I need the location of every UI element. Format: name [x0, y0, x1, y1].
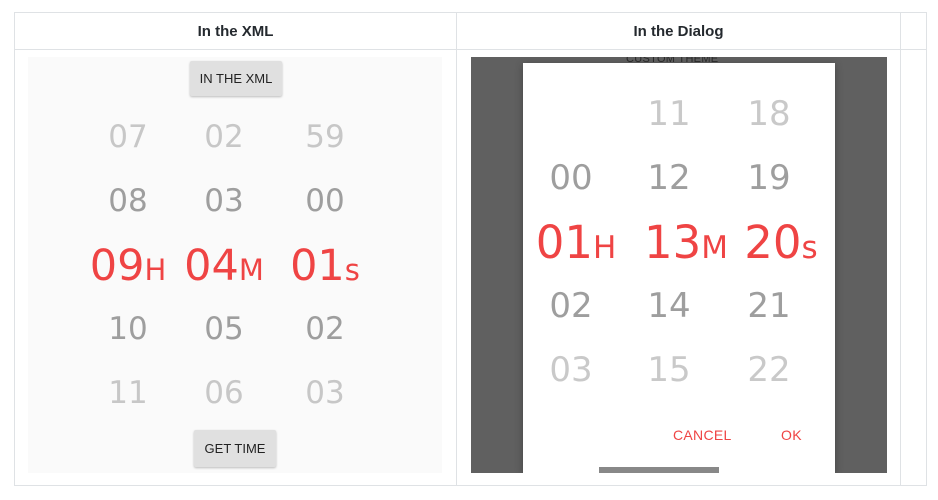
minutes-wheel[interactable]: 02 03 04M 05 06: [179, 109, 269, 429]
dialog-second-unit: s: [801, 230, 818, 266]
ok-button[interactable]: OK: [781, 427, 802, 443]
dialog-second-value[interactable]: 21: [747, 286, 791, 326]
time-picker-dialog: 00 01H 02 03 11 12 13M 14 15 18 19 20s 2…: [523, 63, 835, 473]
hours-wheel[interactable]: 07 08 09H 10 11: [83, 109, 173, 429]
dialog-hour-value[interactable]: 03: [549, 350, 593, 390]
dialog-selected-second-value: 20: [744, 216, 802, 269]
dialog-minute-value[interactable]: 11: [647, 94, 691, 134]
dialog-hour-value[interactable]: 00: [549, 158, 593, 198]
dialog-selected-minute-value: 13: [643, 216, 702, 269]
selected-hour: 09H: [83, 241, 173, 295]
dialog-selected-hour-value: 01: [535, 216, 593, 269]
in-the-xml-button[interactable]: IN THE XML: [190, 61, 282, 96]
cancel-button[interactable]: CANCEL: [673, 427, 732, 443]
dialog-second-value[interactable]: 19: [747, 158, 791, 198]
dialog-hour-value[interactable]: 02: [549, 286, 593, 326]
dialog-minute-value[interactable]: 12: [647, 158, 691, 198]
hour-value: 08: [108, 183, 148, 219]
dialog-selected-hour[interactable]: 01H: [521, 217, 631, 274]
second-value: 03: [305, 375, 345, 411]
selected-minute-value: 04: [184, 241, 239, 291]
dialog-minute-unit: M: [701, 230, 728, 266]
get-time-button[interactable]: GET TIME: [194, 430, 276, 467]
minute-value: 03: [204, 183, 244, 219]
column-divider: [456, 13, 457, 485]
comparison-table: In the XML In the Dialog IN THE XML 07 0…: [14, 12, 927, 486]
dialog-second-value[interactable]: 18: [747, 94, 791, 134]
dialog-second-value[interactable]: 22: [747, 350, 791, 390]
dialog-timepicker-screenshot: CUSTOM THEME 00 01H 02 03 11 12 13M 14 1…: [471, 57, 887, 473]
dialog-selected-second[interactable]: 20s: [729, 217, 833, 274]
dialog-hour-unit: H: [592, 230, 617, 266]
second-value: 02: [305, 311, 345, 347]
selected-second: 01s: [280, 241, 370, 295]
hour-value: 10: [108, 311, 148, 347]
header-divider: [15, 49, 926, 50]
header-in-the-dialog: In the Dialog: [633, 23, 724, 40]
selected-minute: 04M: [179, 241, 269, 295]
header-in-the-xml: In the XML: [197, 23, 274, 40]
second-value: 00: [305, 183, 345, 219]
dialog-minute-value[interactable]: 14: [647, 286, 691, 326]
selected-second-value: 01: [290, 241, 345, 291]
xml-timepicker-screenshot: IN THE XML 07 08 09H 10 11 02 03 04M 05 …: [28, 57, 442, 473]
column-divider: [900, 13, 901, 485]
seconds-wheel[interactable]: 59 00 01s 02 03: [280, 109, 370, 429]
selected-hour-value: 09: [89, 241, 145, 291]
background-button-edge: [599, 467, 719, 473]
custom-theme-button-text: CUSTOM THEME: [626, 57, 719, 65]
minute-value: 02: [204, 119, 244, 155]
dialog-selected-minute[interactable]: 13M: [631, 217, 741, 274]
second-value: 59: [305, 119, 345, 155]
second-unit: s: [344, 253, 360, 287]
dialog-minute-value[interactable]: 15: [647, 350, 691, 390]
minute-value: 06: [204, 375, 244, 411]
hour-value: 07: [108, 119, 148, 155]
hour-unit: H: [144, 253, 167, 287]
minute-value: 05: [204, 311, 244, 347]
minute-unit: M: [238, 253, 264, 287]
hour-value: 11: [108, 375, 148, 411]
